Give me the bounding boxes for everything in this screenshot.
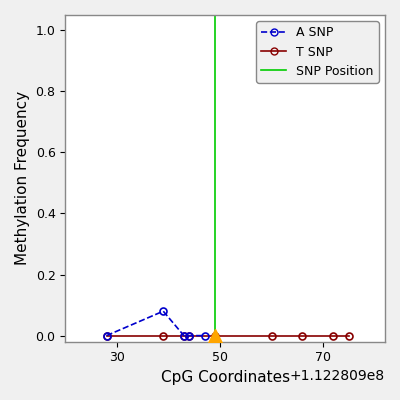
Legend: A SNP, T SNP, SNP Position: A SNP, T SNP, SNP Position: [256, 21, 379, 83]
Y-axis label: Methylation Frequency: Methylation Frequency: [15, 91, 30, 266]
X-axis label: CpG Coordinates: CpG Coordinates: [160, 370, 290, 385]
